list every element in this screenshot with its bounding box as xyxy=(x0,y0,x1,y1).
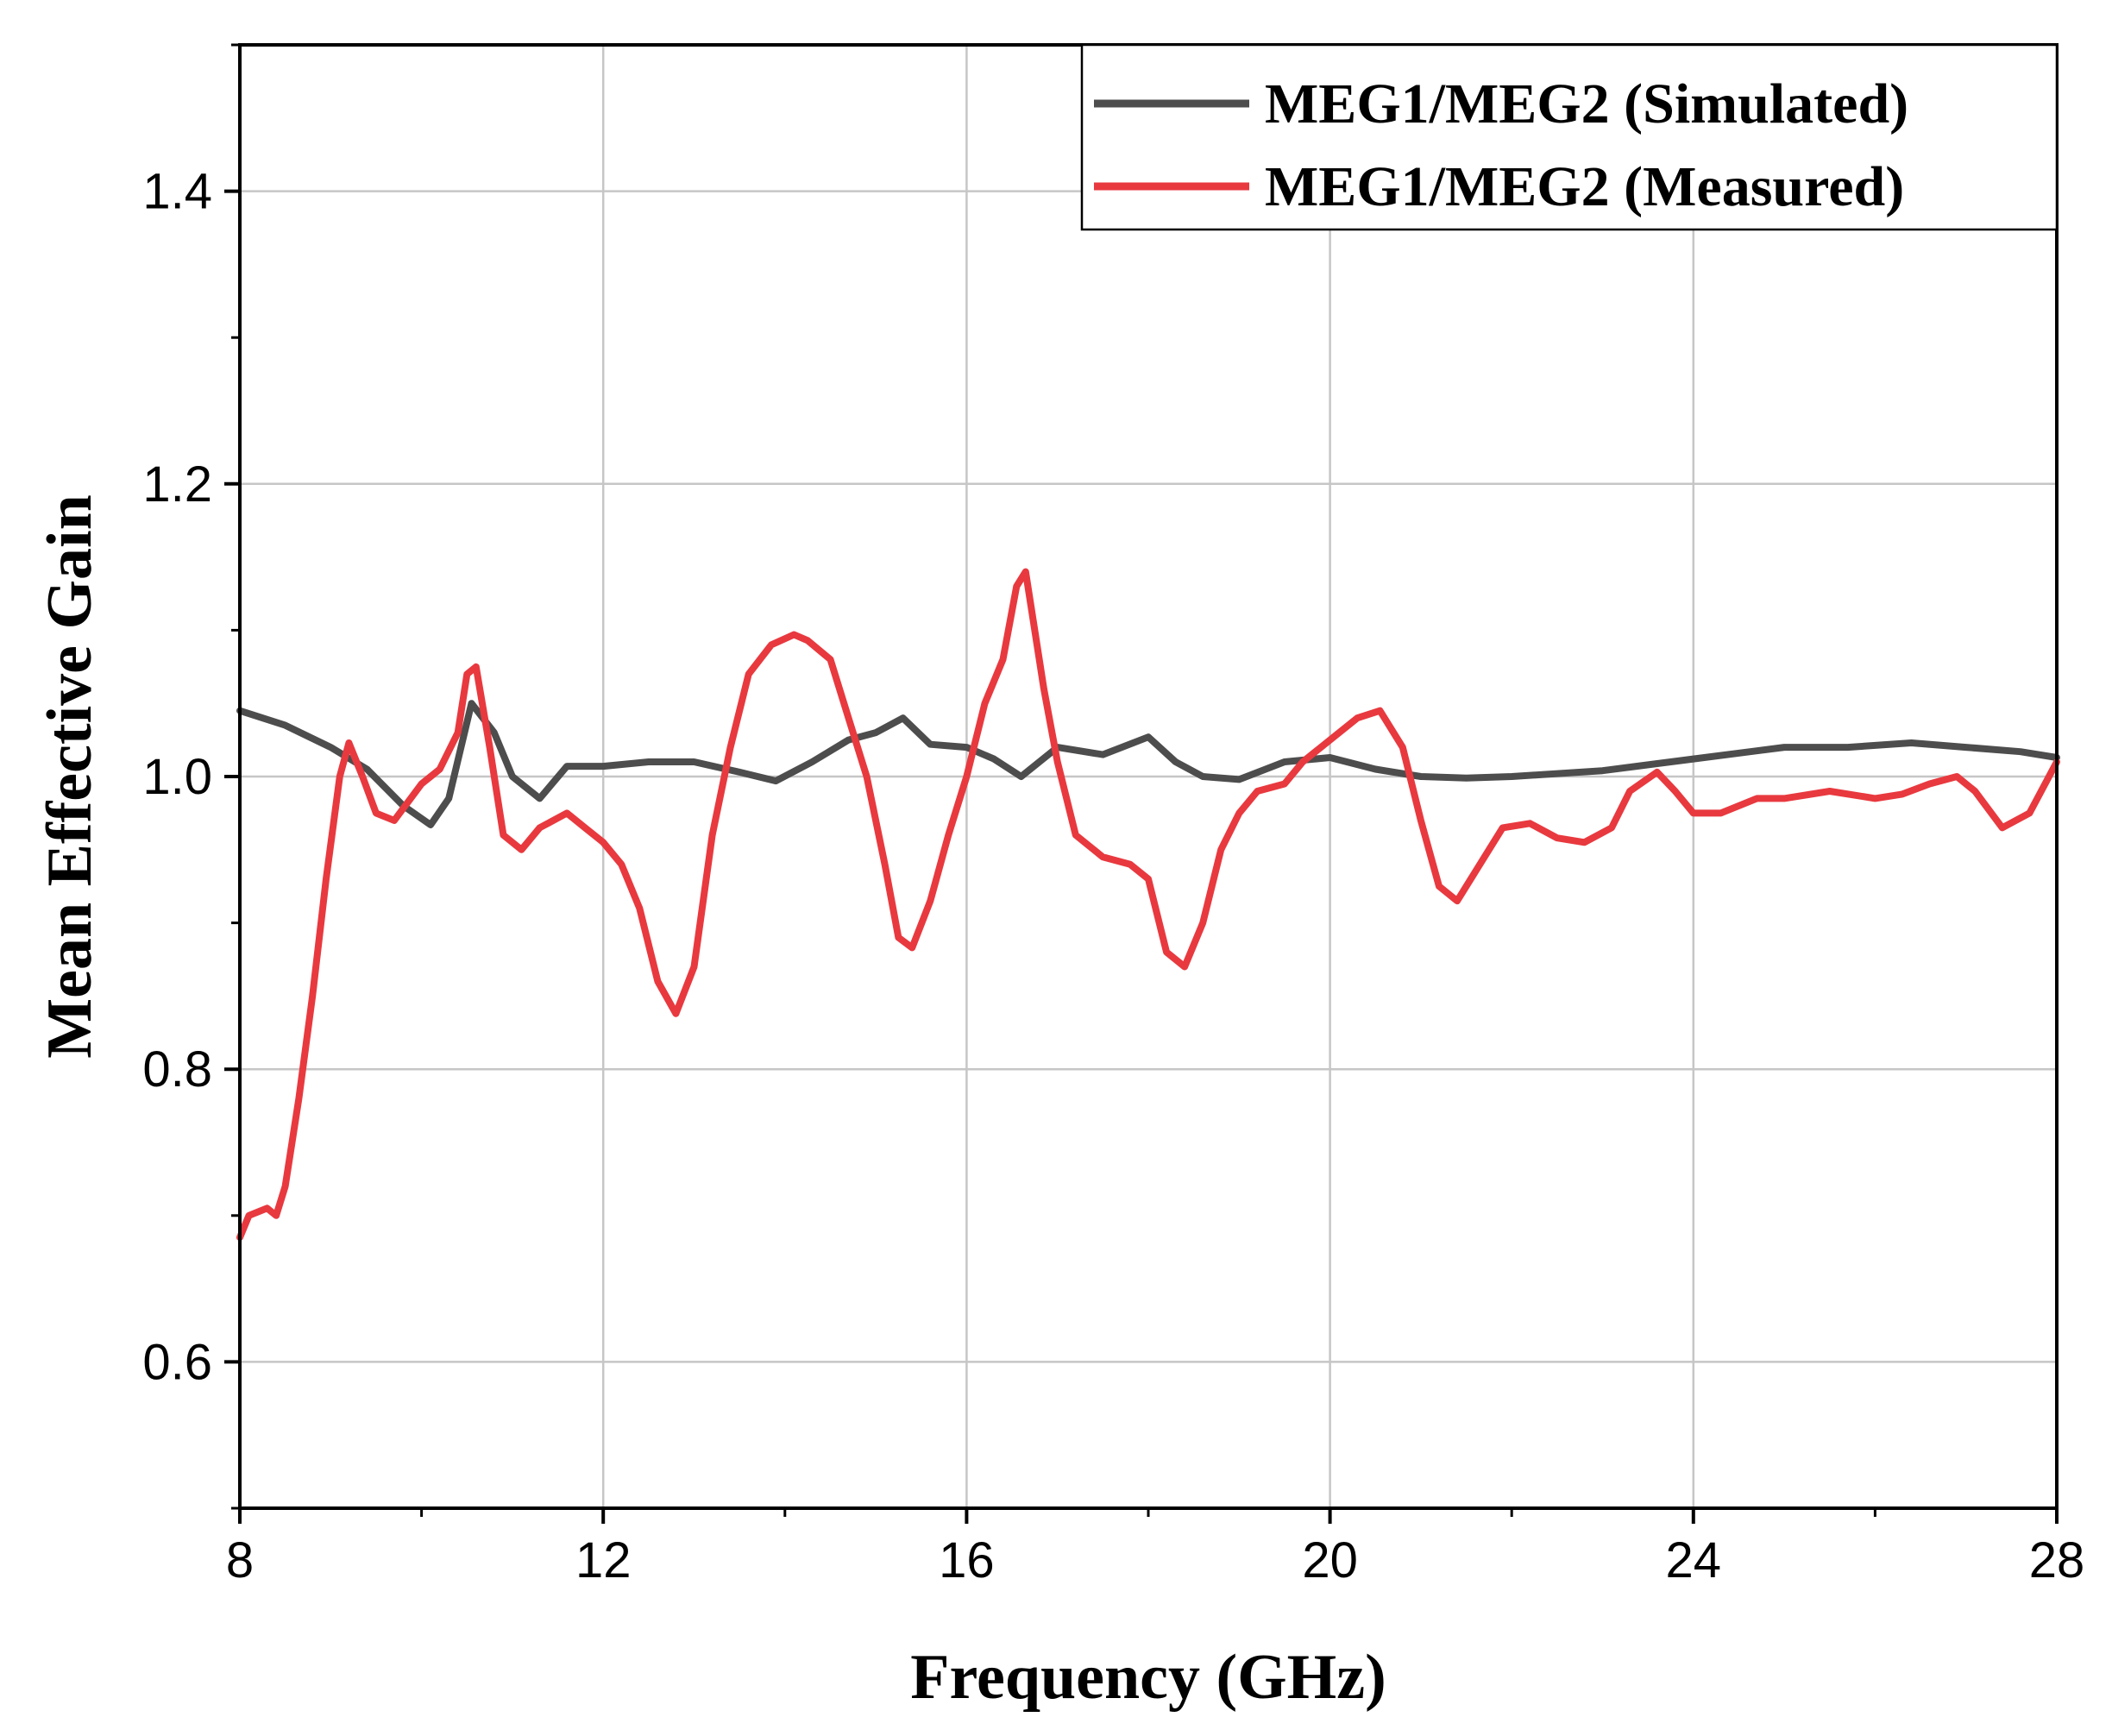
axis-tick-labels: 8 12 16 20 24 28 0.6 0.8 1.0 1.2 1.4 xyxy=(142,164,2084,1588)
y-tick-label: 0.6 xyxy=(142,1334,212,1390)
y-tick-label: 1.0 xyxy=(142,749,212,805)
x-tick-label: 8 xyxy=(226,1532,254,1588)
x-axis-title: Frequency (GHz) xyxy=(910,1642,1386,1713)
legend-label-simulated: MEG1/MEG2 (Simulated) xyxy=(1265,72,1908,135)
legend: MEG1/MEG2 (Simulated) MEG1/MEG2 (Measure… xyxy=(1080,43,2059,231)
series-line-simulated xyxy=(236,700,2060,828)
x-tick-label: 12 xyxy=(575,1532,632,1588)
series-layer xyxy=(236,568,2060,1242)
y-tick-label: 1.2 xyxy=(142,456,212,513)
y-tick-label: 1.4 xyxy=(142,164,212,220)
x-tick-label: 20 xyxy=(1302,1532,1358,1588)
legend-box xyxy=(1080,43,2059,231)
legend-label-measured: MEG1/MEG2 (Measured) xyxy=(1265,155,1904,218)
series-line-measured xyxy=(236,568,2060,1242)
x-tick-label: 28 xyxy=(2029,1532,2085,1588)
y-axis-title: Mean Effective Gain xyxy=(35,494,105,1059)
x-tick-label: 16 xyxy=(939,1532,995,1588)
x-tick-label: 24 xyxy=(1666,1532,1722,1588)
axis-ticks xyxy=(224,43,2059,1524)
y-tick-label: 0.8 xyxy=(142,1041,212,1098)
